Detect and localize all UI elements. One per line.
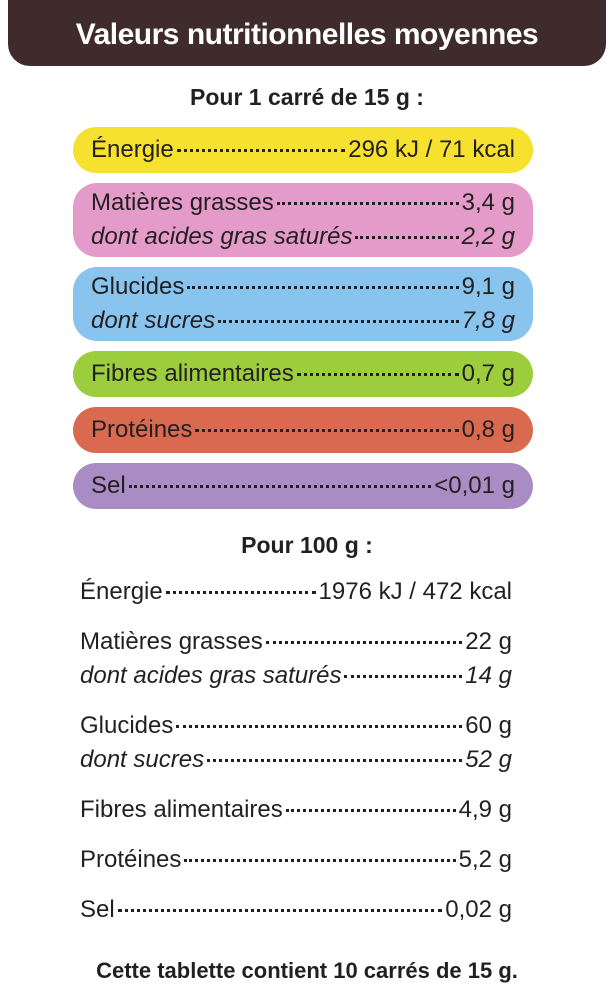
label: Sel: [91, 472, 126, 499]
dots: [176, 149, 346, 152]
row: Glucides 60 g: [80, 709, 512, 743]
row: Énergie 1976 kJ / 472 kcal: [80, 575, 512, 609]
label: dont acides gras saturés: [91, 223, 353, 250]
dots: [165, 591, 316, 594]
value: 5,2 g: [458, 846, 512, 873]
value: 52 g: [465, 746, 512, 773]
row: Matières grasses 22 g: [80, 625, 512, 659]
row: Sel 0,02 g: [80, 893, 512, 927]
portion-heading: Pour 1 carré de 15 g :: [190, 84, 424, 110]
value: 60 g: [465, 712, 512, 739]
dots: [176, 725, 463, 728]
dots: [187, 286, 459, 289]
dots: [218, 320, 459, 323]
label: Matières grasses: [91, 189, 274, 216]
portion-table: Énergie 296 kJ / 71 kcal Matières grasses 3…: [73, 127, 533, 519]
hundred-table: Énergie 1976 kJ / 472 kcal Matières grasse…: [80, 575, 512, 943]
dots: [128, 485, 432, 488]
value: 7,8 g: [461, 307, 515, 334]
sub-row: dont sucres 52 g: [80, 743, 512, 777]
label: Protéines: [91, 416, 193, 443]
label: Protéines: [80, 846, 182, 873]
title-bar: Valeurs nutritionnelles moyennes: [8, 0, 606, 66]
dots: [355, 236, 459, 239]
nutrient-group: Protéines 0,8 g: [73, 407, 533, 453]
label: Matières grasses: [80, 628, 263, 655]
dots: [117, 909, 443, 912]
value: 14 g: [465, 662, 512, 689]
nutrient-group: Glucides 9,1 g dont sucres 7,8 g: [73, 267, 533, 341]
label: dont sucres: [91, 307, 216, 334]
row: Énergie 296 kJ / 71 kcal: [91, 133, 515, 167]
label: dont acides gras saturés: [80, 662, 342, 689]
nutrient-group: Énergie 296 kJ / 71 kcal: [73, 127, 533, 173]
nutrient-group: Fibres alimentaires 4,9 g: [80, 793, 512, 827]
row: Sel <0,01 g: [91, 469, 515, 503]
row: Matières grasses 3,4 g: [91, 186, 515, 220]
dots: [285, 809, 456, 812]
label: Énergie: [91, 136, 174, 163]
label: Énergie: [80, 578, 163, 605]
value: 0,7 g: [461, 360, 515, 387]
dots: [195, 429, 459, 432]
nutrient-group: Glucides 60 g dont sucres 52 g: [80, 709, 512, 777]
nutrient-group: Énergie 1976 kJ / 472 kcal: [80, 575, 512, 609]
dots: [207, 759, 463, 762]
dots: [344, 675, 463, 678]
row: Glucides 9,1 g: [91, 270, 515, 304]
nutrient-group: Sel <0,01 g: [73, 463, 533, 509]
dots: [265, 641, 463, 644]
sub-row: dont acides gras saturés 14 g: [80, 659, 512, 693]
sub-row: dont sucres 7,8 g: [91, 304, 515, 338]
dots: [276, 202, 459, 205]
label: Glucides: [80, 712, 174, 739]
value: 3,4 g: [461, 189, 515, 216]
row: Fibres alimentaires 0,7 g: [91, 357, 515, 391]
nutrient-group: Fibres alimentaires 0,7 g: [73, 351, 533, 397]
label: Sel: [80, 896, 115, 923]
nutrient-group: Matières grasses 3,4 g dont acides gras sa…: [73, 183, 533, 257]
value: 9,1 g: [461, 273, 515, 300]
row: Protéines 0,8 g: [91, 413, 515, 447]
value: 0,8 g: [461, 416, 515, 443]
value: 4,9 g: [458, 796, 512, 823]
hundred-heading: Pour 100 g :: [241, 532, 373, 558]
nutrient-group: Sel 0,02 g: [80, 893, 512, 927]
nutrient-group: Protéines 5,2 g: [80, 843, 512, 877]
nutrient-group: Matières grasses 22 g dont acides gras sat…: [80, 625, 512, 693]
footer: Cette tablette contient 10 carrés de 15 …: [96, 958, 518, 983]
row: Fibres alimentaires 4,9 g: [80, 793, 512, 827]
dots: [184, 859, 456, 862]
value: 296 kJ / 71 kcal: [348, 136, 515, 163]
row: Protéines 5,2 g: [80, 843, 512, 877]
value: 0,02 g: [445, 896, 512, 923]
sub-row: dont acides gras saturés 2,2 g: [91, 220, 515, 254]
value: 1976 kJ / 472 kcal: [318, 578, 512, 605]
value: 2,2 g: [461, 223, 515, 250]
label: dont sucres: [80, 746, 205, 773]
label: Fibres alimentaires: [80, 796, 283, 823]
value: <0,01 g: [434, 472, 515, 499]
label: Glucides: [91, 273, 185, 300]
dots: [296, 373, 459, 376]
value: 22 g: [465, 628, 512, 655]
label: Fibres alimentaires: [91, 360, 294, 387]
